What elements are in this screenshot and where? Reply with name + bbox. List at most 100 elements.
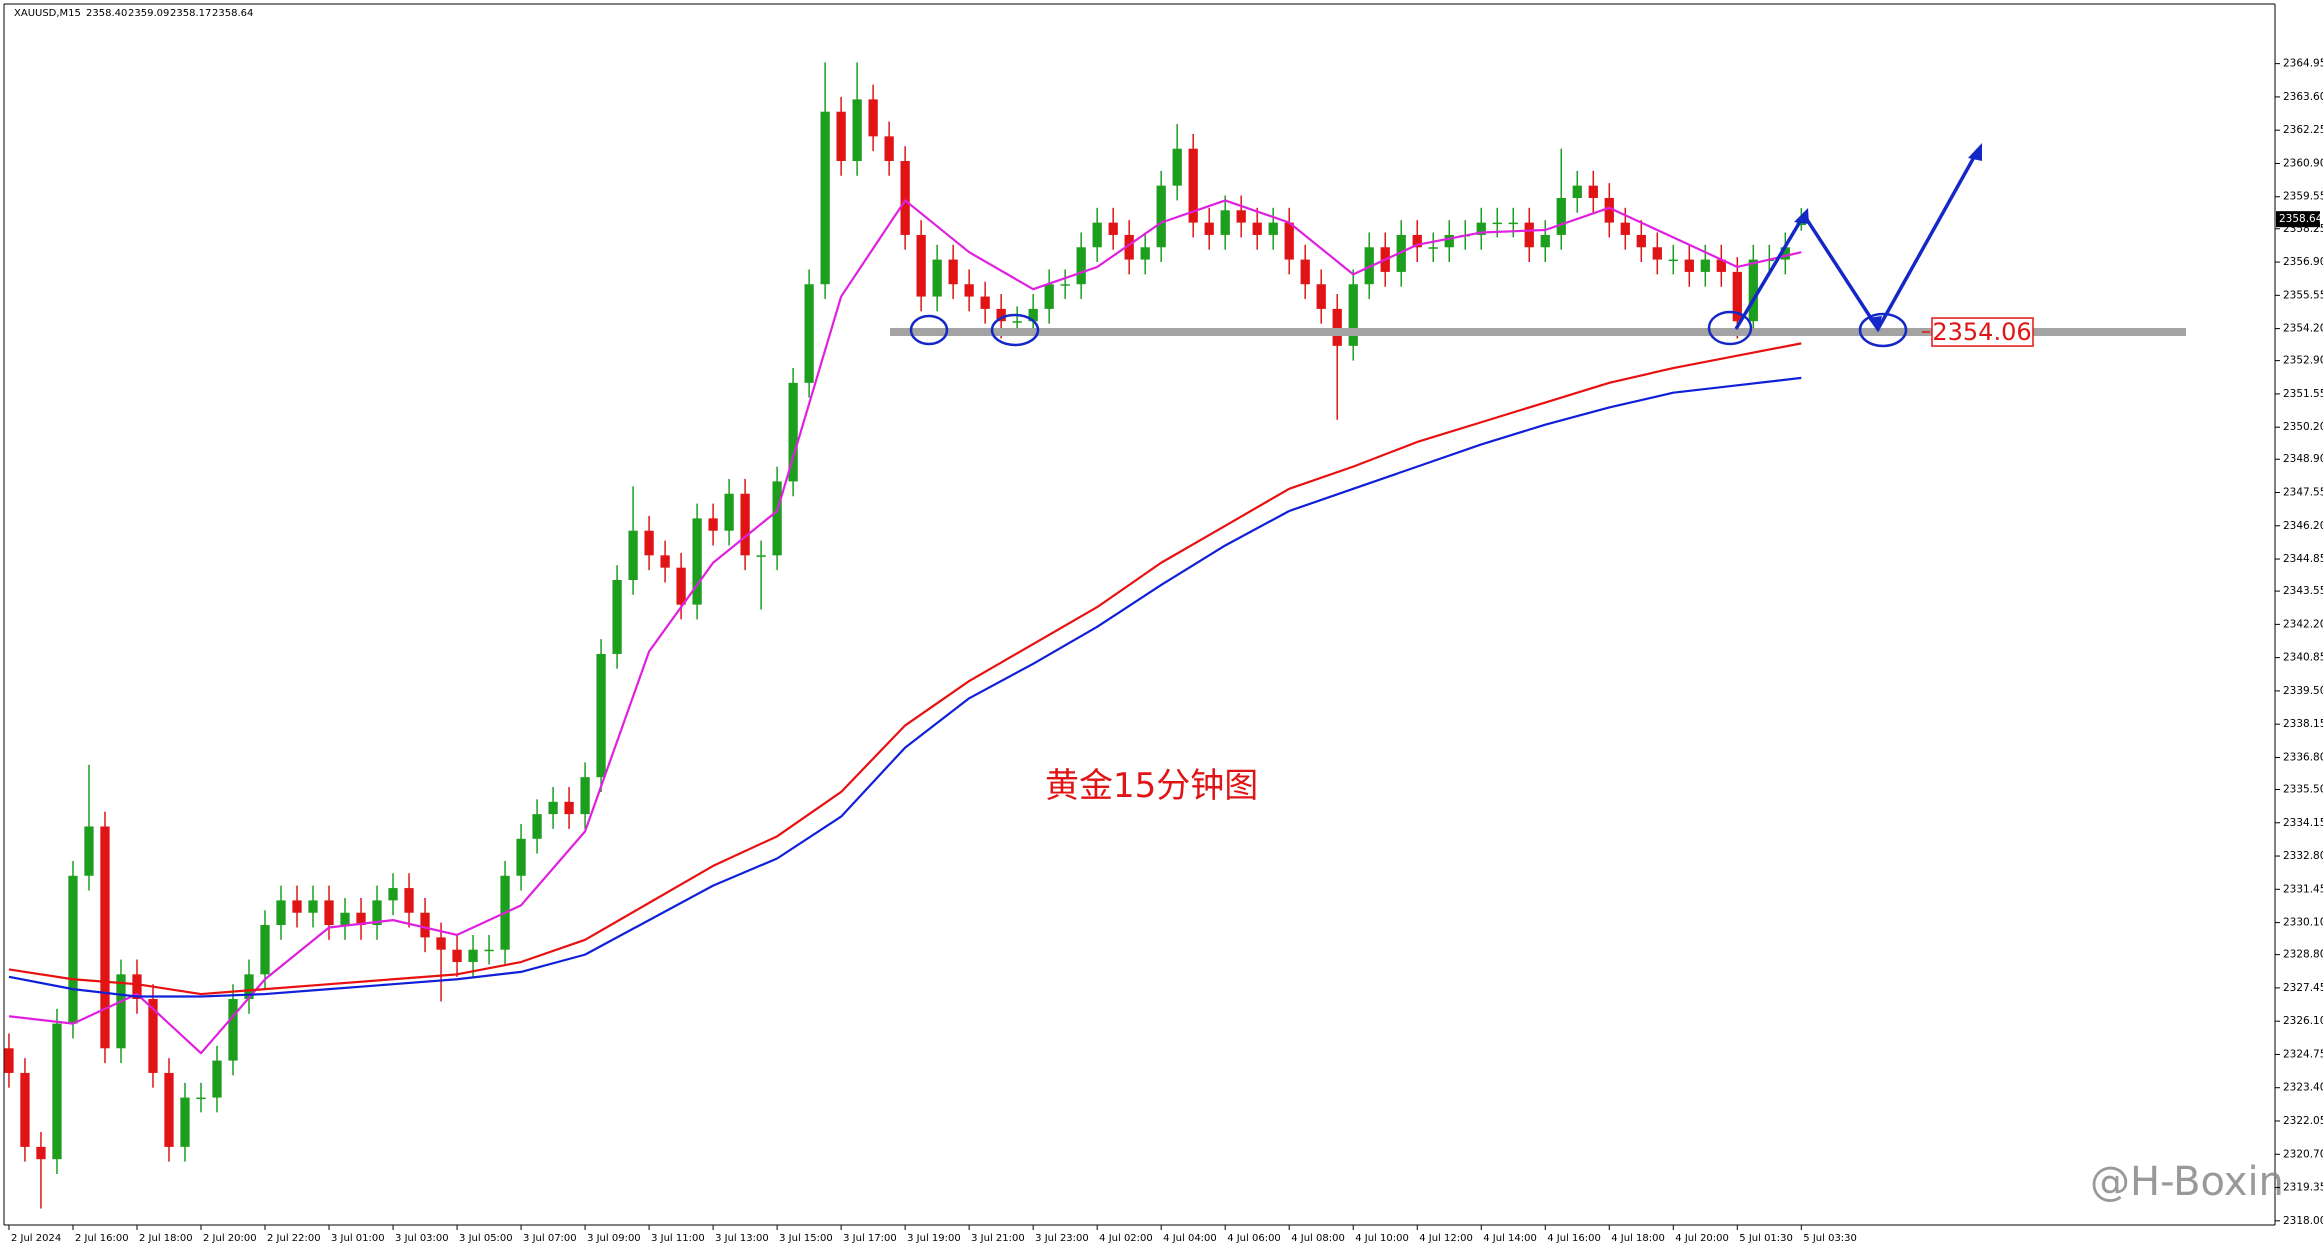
x-tick-label: 4 Jul 08:00 [1291,1233,1345,1244]
candle-body [532,814,542,839]
x-tick-label: 2 Jul 18:00 [139,1233,193,1244]
y-tick-label: 2334.15 [2283,817,2323,829]
y-tick-label: 2351.55 [2283,388,2323,400]
y-tick-label: 2347.55 [2283,486,2323,498]
circles [909,310,1908,348]
y-tick-label: 2359.55 [2283,191,2323,203]
y-tick-label: 2324.75 [2283,1048,2323,1060]
candle-body [516,838,526,876]
x-tick-label: 3 Jul 05:00 [459,1233,513,1244]
x-tick-label: 3 Jul 21:00 [971,1233,1025,1244]
candle-body [1636,234,1646,248]
candle-body [1060,284,1070,286]
x-tick-label: 2 Jul 20:00 [203,1233,257,1244]
candle-body [932,259,942,297]
candle-body [1444,234,1454,248]
candle-body [628,530,638,580]
x-tick-label: 3 Jul 23:00 [1035,1233,1089,1244]
circle [990,313,1040,347]
candle-body [1284,222,1294,260]
candle-body [916,234,926,297]
candle-body [964,284,974,297]
y-tick-label: 2364.95 [2283,58,2323,70]
candle-body [1300,259,1310,285]
candle-body [1332,308,1342,346]
current-price: 2358.64 [2279,213,2323,225]
candle-body [948,259,958,285]
candle-body [1396,234,1406,272]
x-tick-label: 4 Jul 18:00 [1611,1233,1665,1244]
candle-body [84,826,94,876]
candle-body [420,912,430,938]
candle-body [228,998,238,1061]
x-tick-label: 4 Jul 06:00 [1227,1233,1281,1244]
candle-body [292,900,302,913]
candle-body [1780,247,1790,260]
y-tick-label: 2335.50 [2283,783,2323,795]
y-tick-label: 2319.35 [2283,1182,2323,1194]
candle-body [580,777,590,815]
candle-body [1588,185,1598,198]
candle-body [196,1097,206,1100]
candle-body [660,555,670,568]
candle-body [1668,259,1678,262]
candle-body [804,284,814,383]
candle-body [116,974,126,1049]
candle-body [740,493,750,556]
circle [909,314,949,346]
y-tick-label: 2355.55 [2283,289,2323,301]
candle-body [52,1023,62,1160]
candle-body [1364,247,1374,285]
candle-body [1092,222,1102,248]
circle [1858,312,1908,348]
y-tick-label: 2342.20 [2283,618,2323,630]
candle-body [836,111,846,161]
candle-body [1348,284,1358,346]
candle-body [20,1072,30,1147]
x-tick-label: 2 Jul 16:00 [75,1233,129,1244]
candle-body [724,493,734,531]
y-tick-label: 2352.90 [2283,355,2323,367]
x-tick-label: 3 Jul 11:00 [651,1233,705,1244]
candle-body [1236,210,1246,223]
moving-average [8,376,1802,998]
y-tick-label: 2340.85 [2283,652,2323,664]
candle-body [372,900,382,926]
x-tick-label: 5 Jul 01:30 [1739,1233,1793,1244]
x-tick-label: 3 Jul 01:00 [331,1233,385,1244]
candle-body [1732,271,1742,322]
y-tick-label: 2326.10 [2283,1015,2323,1027]
moving-average [8,199,1802,1055]
candle-body [1684,259,1694,272]
candle-body [1012,321,1022,323]
x-tick-label: 5 Jul 03:30 [1803,1233,1857,1244]
x-tick-label: 4 Jul 12:00 [1419,1233,1473,1244]
candle-body [596,653,606,778]
x-tick-label: 4 Jul 16:00 [1547,1233,1601,1244]
y-tick-label: 2338.15 [2283,718,2323,730]
candle-body [564,801,574,815]
y-tick-label: 2328.80 [2283,949,2323,961]
chart-title: 黄金15分钟图 [1045,766,1258,806]
moving-average [8,342,1802,996]
candle-body [1620,222,1630,235]
candle-body [788,382,798,482]
x-tick-label: 3 Jul 09:00 [587,1233,641,1244]
y-tick-label: 2327.45 [2283,982,2323,994]
candle-body [404,888,414,913]
candle-body [244,974,254,999]
candle-body [132,974,142,999]
candle-body [852,99,862,161]
candle-body [452,949,462,963]
candle-body [68,875,78,1024]
circle [1707,310,1753,346]
candle-body [356,912,366,926]
candle-body [996,308,1006,322]
candle-body [1028,308,1038,322]
candle-body [164,1072,174,1147]
y-tick-label: 2339.50 [2283,685,2323,697]
candle-body [980,296,990,309]
candle-body [212,1060,222,1098]
x-tick-label: 3 Jul 15:00 [779,1233,833,1244]
y-tick-label: 2330.10 [2283,917,2323,929]
